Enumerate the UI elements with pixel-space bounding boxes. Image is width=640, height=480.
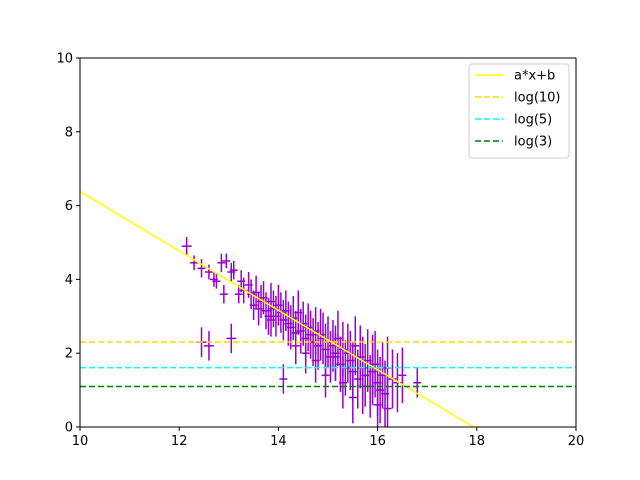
error-bar-point [291,327,300,365]
y-tick-label: 6 [65,199,73,214]
error-bar-point [234,284,243,304]
y-tick-label: 8 [65,125,73,140]
error-bar-point [338,356,347,409]
error-bar-point [383,377,392,427]
error-bar-point [204,331,214,361]
error-bar-point [279,364,288,394]
plot-area [80,190,576,427]
error-bar-point [311,338,320,383]
y-tick-label: 10 [56,52,73,67]
legend-entry: a*x+b [475,69,555,84]
y-tick-label: 4 [65,273,73,288]
error-bar-point [226,323,237,354]
error-bar-point [229,260,238,280]
error-bar-point [321,353,330,398]
x-tick-label: 20 [568,434,585,449]
x-axis: 10 12 14 16 18 20 [72,427,585,449]
legend-label: log(10) [514,91,561,106]
axes-frame [79,57,577,428]
legend-label: a*x+b [514,69,555,84]
error-bar-point [266,303,275,337]
y-tick-label: 2 [65,347,73,362]
x-tick-label: 18 [469,434,486,449]
fit-line [80,190,474,427]
error-bar-point [219,284,228,304]
error-bar-point [197,259,206,278]
y-tick-label: 0 [65,421,73,436]
y-axis: 0 2 4 6 8 10 [56,52,80,436]
error-bar-point [190,255,199,271]
legend: a*x+b log(10) log(5) log(3) [468,63,570,159]
x-tick-label: 10 [72,434,89,449]
error-bar-point [217,253,226,273]
x-tick-label: 16 [369,434,386,449]
legend-label: log(5) [514,113,552,128]
error-bar-point [348,371,357,424]
legend-label: log(3) [514,135,552,150]
error-bar-point [331,332,340,381]
legend-entry: log(10) [475,91,561,106]
error-bar-point [373,373,382,427]
error-bar-point [222,253,231,269]
error-bar-point [413,367,422,398]
error-bar-point [181,236,192,256]
error-bar-point [398,347,407,404]
legend-box [468,63,570,159]
x-tick-label: 12 [171,434,188,449]
error-bar-point [301,332,310,374]
legend-entry: log(5) [475,113,552,128]
error-bar-point [351,316,360,376]
error-bar-point [368,334,377,394]
legend-entry: log(3) [475,135,552,150]
error-bar-point [212,273,221,289]
x-tick-label: 14 [270,434,287,449]
error-bar-point [204,264,213,280]
